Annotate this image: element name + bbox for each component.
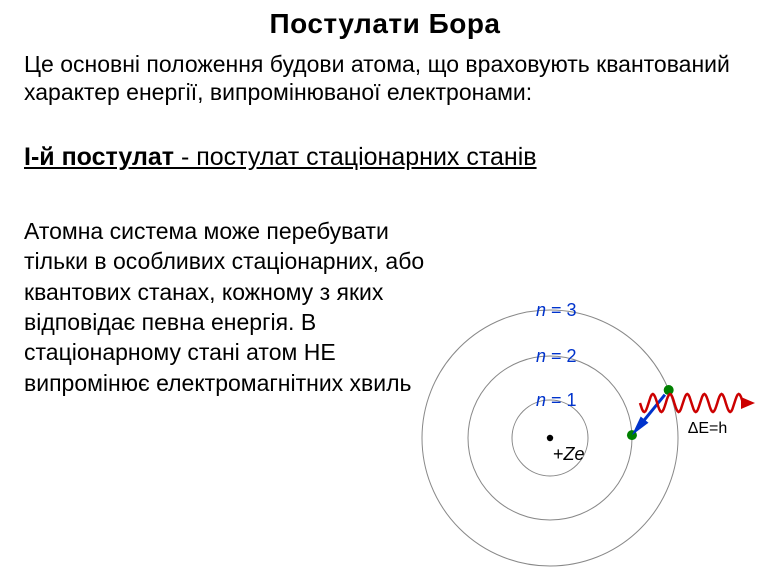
orbit-label: n = 1 (536, 390, 577, 410)
page-title: Постулати Бора (0, 8, 770, 40)
intro-text: Це основні положення будови атома, що вр… (24, 50, 744, 106)
orbit-label: n = 3 (536, 300, 577, 320)
nucleus-dot (547, 435, 553, 441)
postulate-1-label: І-й постулат (24, 143, 174, 171)
nucleus-label: +Ze (553, 444, 585, 464)
photon-energy-label: ΔE=h (688, 420, 728, 437)
postulate-1-rest: - постулат стаціонарних станів (174, 143, 537, 171)
postulate-1-heading: І-й постулат - постулат стаціонарних ста… (24, 142, 744, 173)
atom-orbit-diagram: n = 1 n = 2 n = 3 +Ze ΔE=h (350, 228, 770, 568)
photon-wave-icon (640, 394, 743, 412)
orbit-label: n = 2 (536, 346, 577, 366)
